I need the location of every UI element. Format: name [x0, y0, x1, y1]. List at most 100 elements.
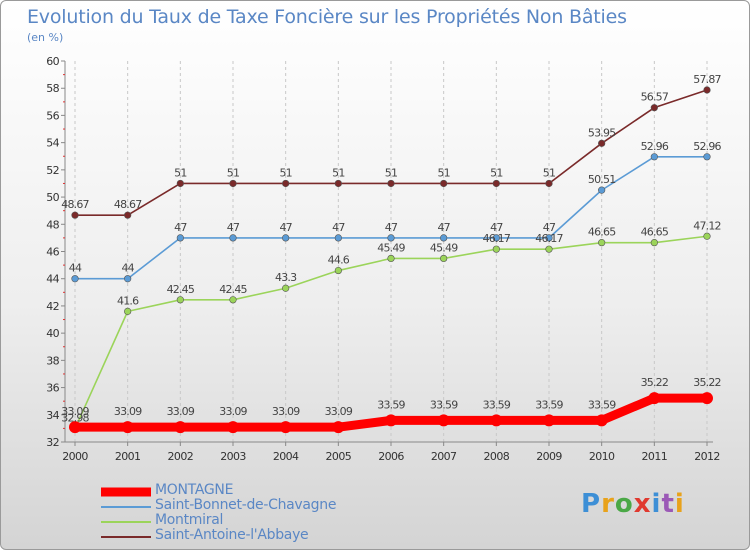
- data-point: [334, 179, 342, 188]
- data-label: 51: [279, 166, 291, 179]
- y-tick-label: 50: [46, 191, 59, 204]
- data-label: 51: [385, 166, 397, 179]
- data-point: [71, 275, 79, 283]
- data-label: 33.59: [377, 398, 405, 411]
- data-label: 51: [543, 166, 555, 179]
- data-label: 56.57: [641, 91, 669, 104]
- data-point: [492, 245, 500, 253]
- data-point: [176, 234, 184, 242]
- data-label: 48.67: [61, 198, 89, 211]
- y-tick-label: 36: [46, 382, 59, 395]
- legend-label: MONTAGNE: [155, 482, 234, 498]
- x-tick-label: 2001: [115, 450, 141, 463]
- x-tick-label: 2003: [220, 450, 246, 463]
- data-label: 33.59: [535, 398, 563, 411]
- x-tick-label: 2008: [484, 450, 510, 463]
- data-point: [440, 234, 448, 242]
- data-label: 51: [490, 166, 502, 179]
- legend-item: Montmiral: [101, 512, 401, 529]
- data-label: 47.12: [693, 219, 721, 232]
- data-point: [598, 239, 606, 247]
- data-point: [650, 104, 658, 112]
- data-label: 47: [227, 221, 240, 234]
- data-point: [69, 421, 81, 434]
- data-label: 50.51: [588, 173, 616, 186]
- data-point: [490, 414, 503, 427]
- data-label: 33.09: [219, 405, 247, 418]
- data-point: [545, 179, 553, 188]
- x-tick-label: 2010: [589, 450, 615, 463]
- data-label: 47: [385, 221, 398, 234]
- y-tick-label: 60: [46, 55, 59, 68]
- data-label: 46.65: [641, 226, 669, 239]
- data-point: [334, 266, 342, 275]
- data-point: [387, 234, 395, 242]
- data-label: 33.09: [272, 405, 300, 418]
- data-point: [176, 296, 184, 304]
- data-point: [124, 275, 132, 283]
- legend: MONTAGNE Saint-Bonnet-de-Chavagne Montmira…: [101, 482, 401, 544]
- data-label: 45.49: [377, 241, 405, 254]
- data-label: 46.17: [483, 232, 511, 245]
- data-label: 47: [279, 221, 292, 234]
- y-tick-label: 44: [46, 273, 59, 286]
- data-point: [279, 421, 292, 434]
- x-tick-label: 2009: [536, 450, 562, 463]
- data-label: 52.96: [693, 140, 721, 153]
- data-point: [595, 414, 608, 427]
- y-tick-label: 34: [46, 409, 59, 422]
- proxiti-logo: Proxiti: [581, 489, 685, 519]
- data-point: [701, 392, 713, 405]
- data-point: [387, 179, 395, 188]
- data-label: 48.67: [114, 198, 142, 211]
- logo-letter: o: [614, 489, 634, 519]
- y-tick-label: 38: [46, 354, 59, 367]
- data-label: 47: [332, 221, 345, 234]
- data-point: [703, 153, 711, 161]
- legend-item: Saint-Antoine-l'Abbaye: [101, 527, 401, 544]
- data-point: [176, 179, 184, 188]
- x-tick-label: 2006: [378, 450, 404, 463]
- y-tick-label: 56: [46, 109, 59, 122]
- data-label: 51: [332, 166, 344, 179]
- x-tick-label: 2004: [273, 450, 299, 463]
- data-label: 44: [121, 262, 134, 275]
- data-label: 47: [543, 221, 556, 234]
- data-point: [492, 234, 500, 242]
- data-point: [227, 421, 239, 434]
- data-label: 46.65: [588, 226, 616, 239]
- legend-swatch: [101, 487, 151, 496]
- data-point: [174, 421, 187, 434]
- legend-swatch: [101, 535, 151, 538]
- x-tick-label: 2000: [62, 450, 88, 463]
- data-point: [650, 153, 658, 161]
- data-label: 33.09: [167, 405, 195, 418]
- legend-item: Saint-Bonnet-de-Chavagne: [101, 497, 401, 514]
- data-point: [545, 234, 553, 242]
- data-label: 41.6: [117, 294, 139, 307]
- logo-letter: i: [674, 489, 685, 519]
- data-point: [703, 232, 711, 240]
- data-point: [598, 186, 606, 194]
- data-label: 33.09: [61, 405, 89, 418]
- data-point: [492, 179, 500, 188]
- data-label: 52.96: [641, 140, 669, 153]
- data-point: [703, 86, 711, 94]
- data-point: [332, 421, 345, 434]
- data-label: 51: [227, 166, 239, 179]
- data-label: 33.59: [483, 398, 511, 411]
- y-tick-label: 32: [46, 436, 59, 449]
- legend-swatch: [101, 505, 151, 508]
- legend-swatch: [101, 520, 151, 523]
- data-label: 57.87: [693, 73, 721, 86]
- x-tick-label: 2011: [642, 450, 668, 463]
- data-point: [385, 414, 397, 427]
- data-label: 53.95: [588, 126, 616, 139]
- y-tick-label: 48: [46, 218, 59, 231]
- data-label: 42.45: [219, 283, 247, 296]
- data-point: [282, 284, 290, 292]
- line-chart: 32 34 36 38 40 42 44 46 48 50 52 54 56 58 60 2000 2001 20…: [46, 55, 722, 463]
- data-point: [229, 296, 237, 304]
- legend-item: MONTAGNE: [101, 482, 401, 499]
